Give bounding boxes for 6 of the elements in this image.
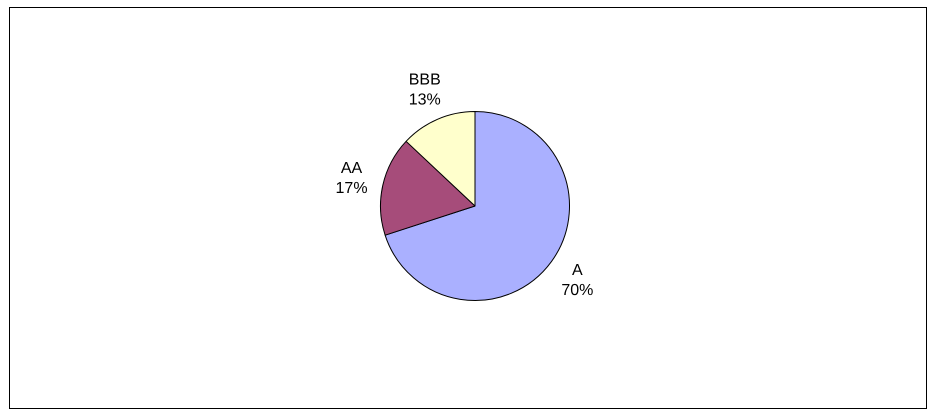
slice-label: A bbox=[572, 262, 584, 279]
data-label: 17% bbox=[336, 180, 368, 197]
data-label: 70% bbox=[561, 282, 594, 299]
slice-label: AA bbox=[340, 160, 363, 177]
data-label: 13% bbox=[408, 91, 441, 108]
slice-label: BBB bbox=[408, 71, 441, 88]
